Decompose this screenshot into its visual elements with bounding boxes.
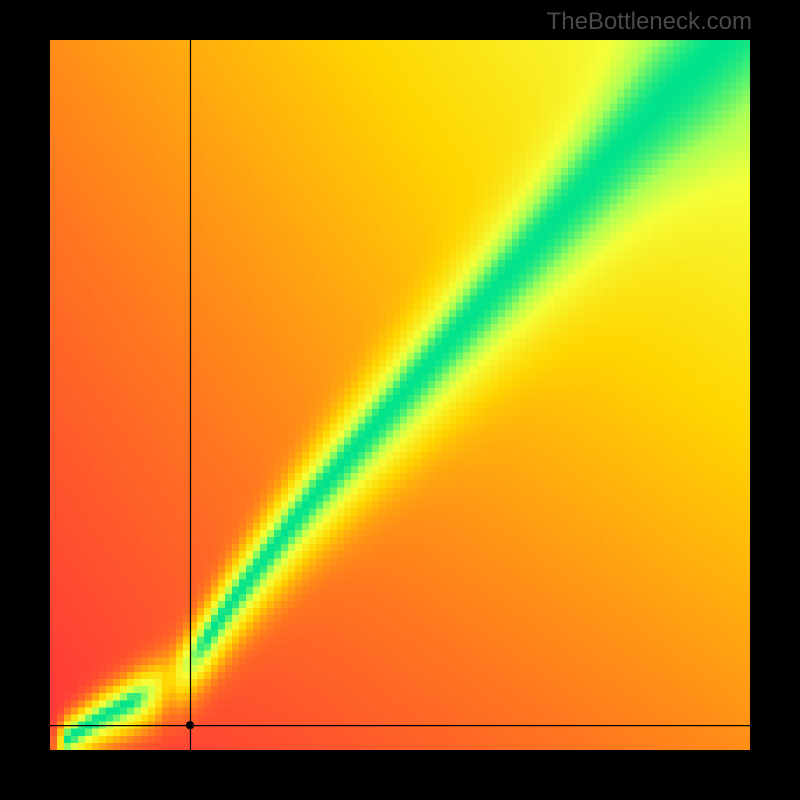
watermark-label: TheBottleneck.com bbox=[547, 8, 752, 36]
chart-frame: TheBottleneck.com bbox=[0, 0, 800, 800]
crosshair-overlay bbox=[50, 40, 750, 750]
